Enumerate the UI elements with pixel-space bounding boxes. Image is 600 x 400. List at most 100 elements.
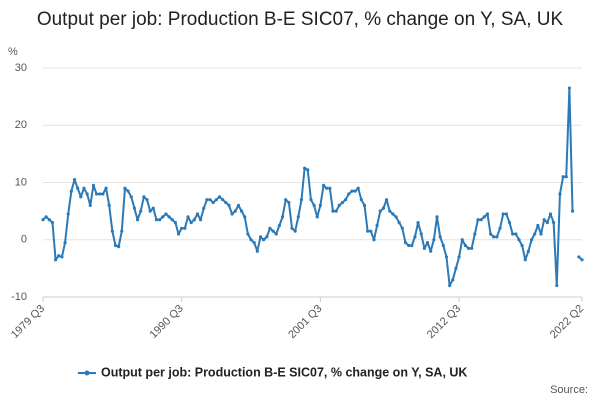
y-tick-label: 20 xyxy=(15,119,27,131)
data-point xyxy=(47,218,51,222)
data-point xyxy=(463,243,467,248)
data-point xyxy=(148,209,152,213)
data-point xyxy=(343,198,348,202)
source: Source: xyxy=(550,384,588,396)
data-point xyxy=(299,198,304,202)
data-point xyxy=(312,203,316,207)
data-point xyxy=(375,223,379,228)
data-point xyxy=(529,238,534,242)
data-point xyxy=(422,246,426,250)
data-point xyxy=(217,195,222,199)
data-point xyxy=(104,186,108,190)
data-point xyxy=(284,198,288,202)
data-point xyxy=(208,198,212,202)
data-point xyxy=(252,241,256,245)
data-point xyxy=(526,249,531,253)
data-point xyxy=(337,203,341,207)
data-point xyxy=(211,200,215,205)
y-tick-label: 10 xyxy=(15,176,27,188)
data-point xyxy=(444,255,449,259)
data-point xyxy=(192,218,196,222)
data-point xyxy=(476,218,480,222)
data-point xyxy=(492,235,496,239)
data-point xyxy=(570,209,575,213)
data-point xyxy=(495,235,499,239)
data-point xyxy=(135,218,140,222)
data-point xyxy=(359,198,363,202)
data-point xyxy=(180,226,184,230)
data-point xyxy=(552,220,556,225)
data-point xyxy=(369,229,373,233)
data-point xyxy=(293,229,297,233)
data-point xyxy=(41,218,45,222)
data-point xyxy=(413,235,417,239)
data-point xyxy=(274,232,278,236)
data-point xyxy=(504,212,508,216)
data-point xyxy=(561,175,565,179)
data-point xyxy=(331,209,335,213)
data-point xyxy=(334,209,338,213)
data-point xyxy=(246,232,250,236)
data-point xyxy=(306,168,310,172)
data-point xyxy=(457,255,461,259)
data-point xyxy=(221,198,225,202)
data-point xyxy=(321,183,326,187)
data-point xyxy=(123,186,127,190)
data-point xyxy=(230,212,234,216)
x-tick-label: 1990 Q3 xyxy=(148,303,186,341)
data-point xyxy=(167,215,171,219)
data-point xyxy=(44,215,48,219)
data-point xyxy=(517,238,521,242)
data-point xyxy=(488,232,493,236)
data-point xyxy=(391,212,395,216)
data-point xyxy=(328,186,332,190)
data-point xyxy=(262,238,266,242)
data-point xyxy=(88,203,92,207)
data-point xyxy=(236,203,241,207)
data-point xyxy=(277,223,282,228)
data-point xyxy=(120,229,124,233)
data-point xyxy=(498,226,502,230)
data-point xyxy=(482,215,486,219)
legend-marker xyxy=(84,370,90,376)
data-point xyxy=(91,183,96,187)
data-point xyxy=(186,215,190,219)
data-point xyxy=(410,243,414,248)
data-point xyxy=(280,215,285,219)
data-point xyxy=(271,229,275,233)
legend-label: Output per job: Production B-E SIC07, % … xyxy=(101,365,467,379)
data-point xyxy=(66,212,70,216)
data-point xyxy=(265,235,269,239)
data-point xyxy=(161,215,165,219)
data-point xyxy=(94,192,99,196)
chart-title: Output per job: Production B-E SIC07, % … xyxy=(36,9,564,30)
data-point xyxy=(400,226,404,230)
data-point xyxy=(183,226,187,230)
data-point xyxy=(523,258,527,262)
data-point xyxy=(325,186,329,190)
data-point xyxy=(460,238,464,242)
data-point xyxy=(303,166,307,170)
data-point xyxy=(454,266,458,270)
data-point xyxy=(435,215,439,219)
data-point xyxy=(76,186,80,190)
data-point xyxy=(466,246,471,250)
data-point xyxy=(533,232,537,236)
data-point xyxy=(416,220,420,225)
data-point xyxy=(397,220,401,225)
data-point xyxy=(268,226,272,230)
data-point xyxy=(520,243,524,248)
data-point xyxy=(362,203,367,207)
data-point xyxy=(164,212,168,216)
data-point xyxy=(366,229,370,233)
data-point xyxy=(448,283,452,288)
data-point xyxy=(154,218,159,222)
data-point xyxy=(577,255,581,259)
data-point xyxy=(227,203,231,207)
data-point xyxy=(170,218,174,222)
data-point xyxy=(224,200,228,205)
data-point xyxy=(315,215,319,219)
data-point xyxy=(233,209,237,213)
data-point xyxy=(507,220,512,225)
